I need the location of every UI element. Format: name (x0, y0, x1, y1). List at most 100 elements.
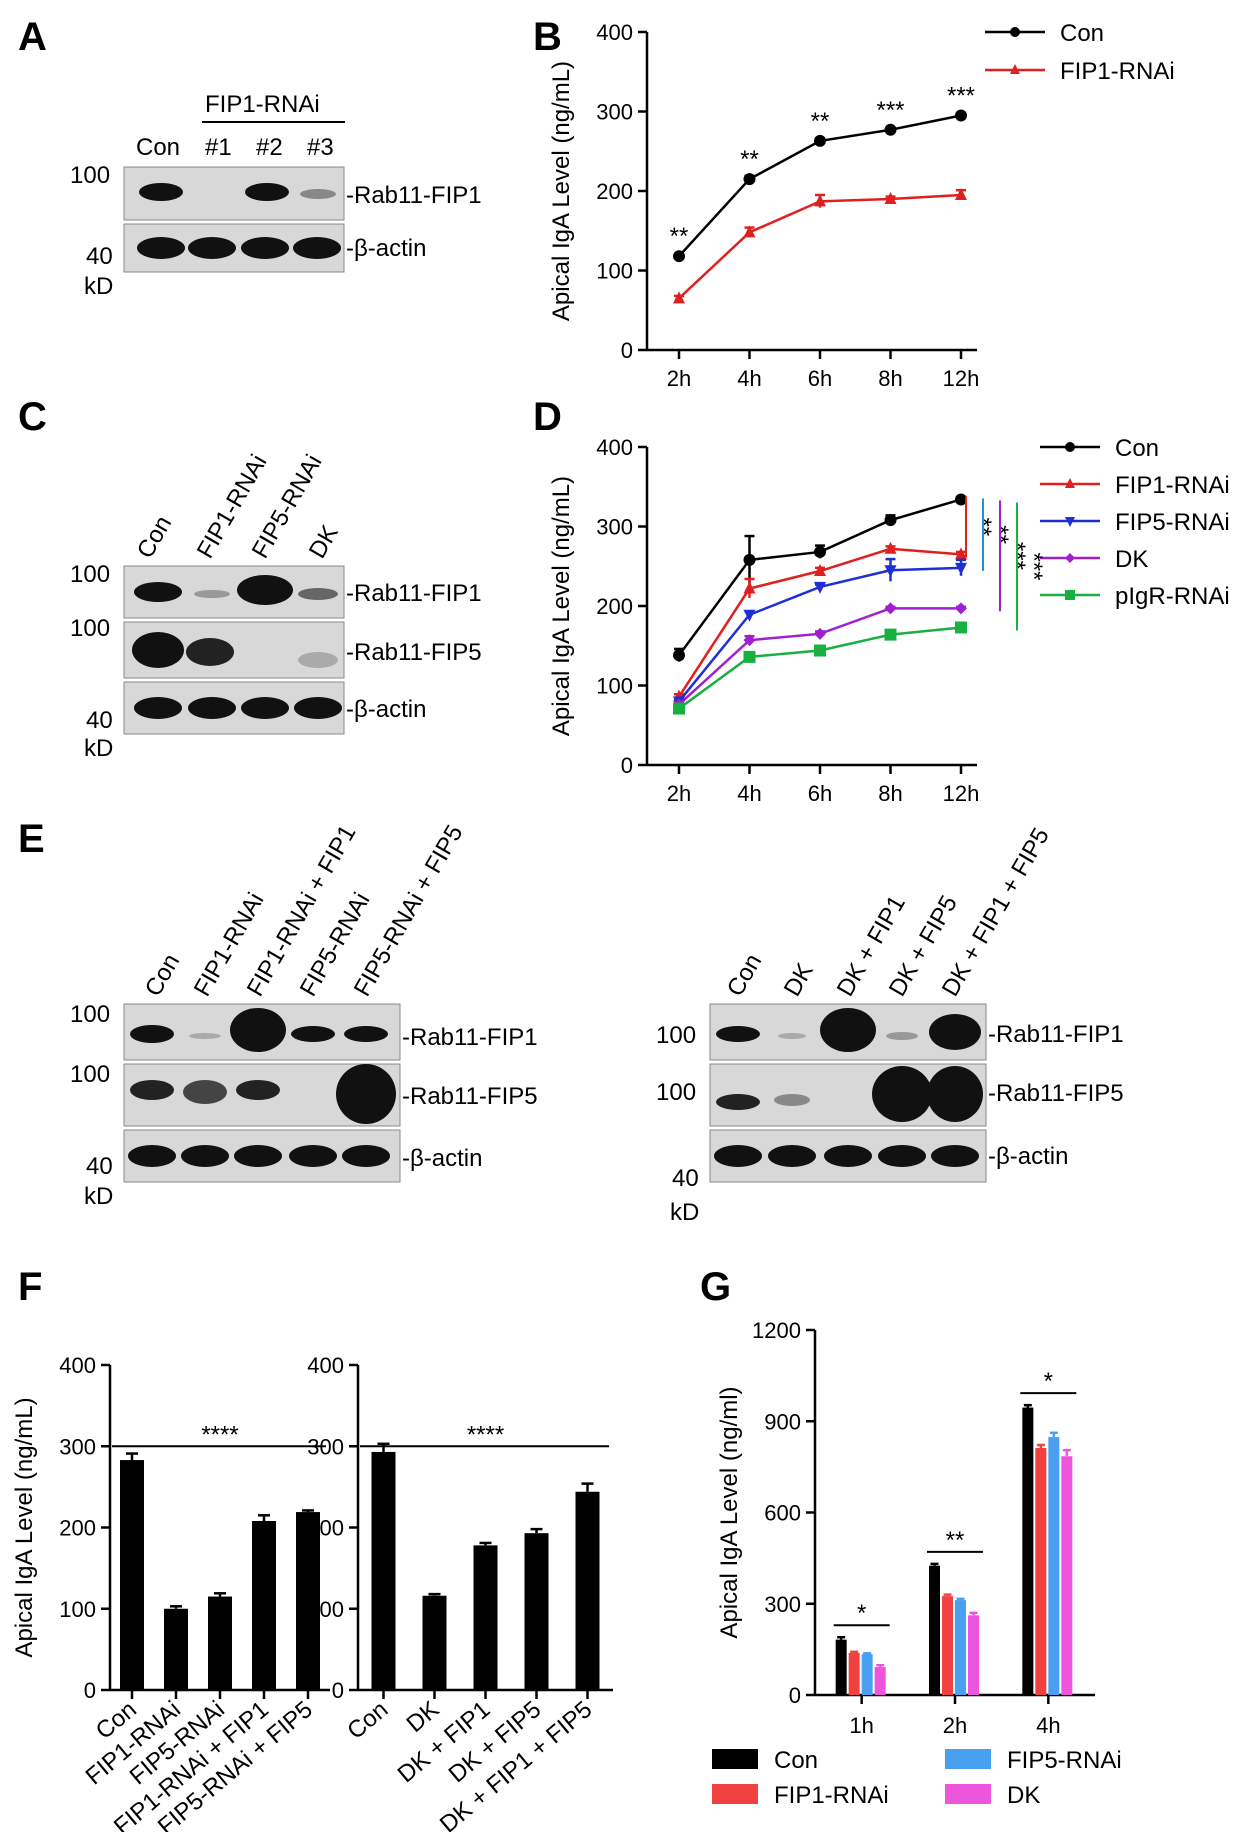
y-tick-label: 300 (596, 100, 633, 125)
band (344, 1026, 388, 1042)
significance-label: **** (467, 1421, 504, 1448)
panel-letter-d: D (533, 395, 562, 439)
band (716, 1094, 760, 1110)
band (189, 1033, 221, 1039)
band (236, 1080, 280, 1100)
band (132, 632, 184, 668)
band (183, 1080, 227, 1104)
legend-swatch (712, 1749, 758, 1769)
y-tick-label: 600 (764, 1501, 801, 1526)
data-point (955, 621, 967, 634)
data-point (955, 547, 967, 560)
x-tick-label: Con (342, 1696, 393, 1745)
bar (1035, 1448, 1047, 1695)
kd-label: kD (84, 735, 113, 762)
kd-label: kD (84, 1183, 113, 1210)
series-pigr-rnai (673, 621, 967, 715)
bar (1061, 1456, 1073, 1695)
band (342, 1145, 390, 1167)
legend-label: FIP5-RNAi (1007, 1747, 1122, 1774)
data-point (1065, 517, 1075, 527)
bar (164, 1608, 188, 1690)
bar (1048, 1437, 1060, 1695)
chart-b: 0 100 200 300 400 Apical IgA Level (ng/mL) 2h 4… (548, 20, 1175, 391)
lane-label: #2 (256, 134, 283, 161)
y-tick-label: 0 (621, 753, 633, 778)
data-point (743, 553, 756, 566)
x-tick-label: 1h (849, 1713, 873, 1738)
bar (120, 1460, 144, 1690)
chart-d: 0 100 200 300 400 Apical IgA Level (ng/mL) 2h 4… (548, 435, 1230, 806)
band (230, 1008, 286, 1052)
band-label: -Rab11-FIP5 (402, 1083, 538, 1110)
marker-label: 100 (70, 162, 110, 189)
legend-label: Con (774, 1747, 818, 1774)
y-tick-label: 300 (764, 1592, 801, 1617)
bar (524, 1533, 549, 1690)
data-point (743, 225, 756, 238)
legend-swatch (945, 1784, 991, 1804)
band (237, 575, 293, 605)
bar (371, 1451, 396, 1690)
panel-letter-f: F (18, 1265, 42, 1309)
band (774, 1094, 810, 1106)
data-point (814, 644, 826, 657)
y-tick-label: 0 (84, 1678, 96, 1703)
data-point (743, 581, 756, 594)
legend-label: FIP1-RNAi (774, 1782, 889, 1809)
lane-label: Con (722, 949, 767, 1001)
marker-label: 40 (672, 1165, 699, 1192)
x-tick-label: 8h (878, 366, 902, 391)
data-point (1065, 553, 1075, 563)
panel-letter-b: B (533, 15, 562, 59)
lane-label: Con (140, 949, 185, 1001)
marker-label: 100 (656, 1079, 696, 1106)
x-tick-label: 2h (667, 366, 691, 391)
data-point (1010, 27, 1020, 37)
data-point (673, 649, 685, 662)
marker-label: 100 (70, 561, 110, 588)
y-tick-label: 1200 (752, 1318, 801, 1343)
band (245, 183, 289, 201)
band (188, 697, 236, 719)
bar (473, 1545, 498, 1690)
band-label: -Rab11-FIP1 (402, 1024, 538, 1051)
y-tick-label: 400 (596, 435, 633, 460)
band-label: -β-actin (346, 696, 426, 723)
x-tick-label: 12h (943, 366, 980, 391)
legend-label: FIP1-RNAi (1115, 472, 1230, 499)
legend-label: DK (1007, 1782, 1040, 1809)
legend-swatch (712, 1784, 758, 1804)
series-dk (673, 602, 967, 711)
bar (252, 1521, 276, 1690)
band (716, 1026, 760, 1042)
marker-label: 40 (86, 243, 113, 270)
bar (422, 1595, 447, 1690)
band (886, 1032, 918, 1040)
significance-label: * (857, 1600, 866, 1627)
y-tick-label: 200 (59, 1516, 96, 1541)
data-point (955, 493, 967, 506)
marker-label: 100 (70, 615, 110, 642)
band (714, 1145, 762, 1167)
y-tick-label: 200 (596, 594, 633, 619)
band-label: -Rab11-FIP5 (346, 639, 482, 666)
band (241, 697, 289, 719)
x-tick-label: 2h (667, 781, 691, 806)
x-tick-label: 6h (808, 781, 832, 806)
data-point (743, 650, 756, 663)
band-label: -β-actin (402, 1145, 482, 1172)
data-point (814, 581, 826, 594)
band-label: -Rab11-FIP1 (346, 580, 482, 607)
data-point (884, 514, 897, 527)
panel-e: E Con FIP1-RNAi FIP1-RNAi + FIP1 FIP5-RN… (18, 817, 1124, 1226)
band (820, 1008, 876, 1052)
legend-label: FIP1-RNAi (1060, 58, 1175, 85)
x-tick-label: 2h (943, 1713, 967, 1738)
chart-g: 0 300 600 900 1200 Apical IgA Level (ng/ml) 1h… (712, 1318, 1122, 1809)
y-tick-label: 200 (307, 1516, 344, 1541)
panel-c: C Con FIP1-RNAi FIP5-RNAi DK 100 100 40 … (18, 395, 482, 762)
data-point (673, 250, 685, 263)
band (134, 582, 182, 602)
